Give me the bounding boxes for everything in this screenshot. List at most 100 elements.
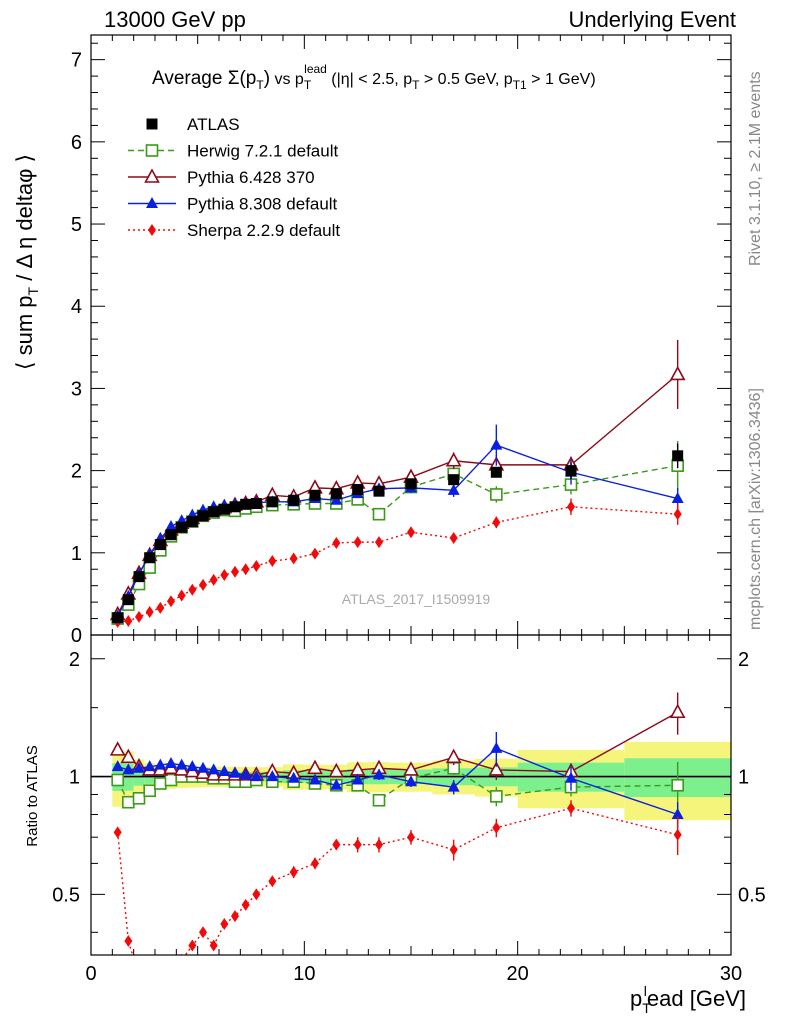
header-analysis-label: Underlying Event <box>568 7 736 32</box>
x-tick-label: 20 <box>507 963 529 985</box>
ratio-point <box>109 741 126 756</box>
legend-entry-pythia-8-308-default: Pythia 8.308 default <box>128 195 338 214</box>
data-point <box>330 493 343 505</box>
y-tick-label: 1 <box>71 543 82 565</box>
ratio-point <box>289 866 298 879</box>
series-atlas <box>112 443 684 624</box>
legend-marker <box>144 168 160 183</box>
data-point <box>673 508 682 521</box>
plot-title: Average Σ(pT) vs pTlead (|η| < 2.5, pT >… <box>152 62 596 92</box>
data-point <box>448 474 460 486</box>
legend-entry-pythia-6-428-370: Pythia 6.428 370 <box>128 168 315 187</box>
ratio-point <box>186 760 199 772</box>
ratio-point <box>488 761 505 776</box>
x-tick-label: 30 <box>720 963 742 985</box>
ratio-point <box>156 975 164 987</box>
ratio-point <box>122 795 135 809</box>
ratio-series-pythia-8-308-default <box>111 731 684 828</box>
ratio-point <box>113 826 122 839</box>
data-point <box>492 516 501 529</box>
y-tick-label: 7 <box>71 50 82 72</box>
data-point <box>208 506 220 518</box>
main-panel-series <box>109 339 686 628</box>
ratio-point <box>405 775 417 787</box>
legend-label: Pythia 6.428 370 <box>187 168 315 187</box>
ratio-y-tick-label: 2 <box>69 649 80 671</box>
legend-entry-sherpa-2-2-9-default: Sherpa 2.2.9 default <box>128 221 340 240</box>
data-point <box>353 536 362 549</box>
legend-label: Herwig 7.2.1 default <box>187 142 338 161</box>
ratio-point <box>197 761 209 773</box>
y-tick-label: 5 <box>71 214 82 236</box>
y-tick-label: 6 <box>71 132 82 154</box>
ratio-point <box>332 838 341 851</box>
ratio-point <box>490 790 503 803</box>
ratio-point <box>231 910 239 923</box>
data-point <box>250 497 262 509</box>
ratio-series-sherpa-2-2-9-default <box>113 800 682 987</box>
data-point <box>330 488 342 500</box>
data-point <box>672 450 684 462</box>
data-point <box>490 488 503 501</box>
data-point <box>447 483 460 495</box>
ratio-y-tick-label-right: 2 <box>738 649 749 671</box>
ratio-point <box>132 791 146 805</box>
ratio-point <box>229 766 241 778</box>
ratio-panel-series <box>91 692 731 987</box>
ratio-point <box>188 939 197 952</box>
ratio-point <box>154 777 167 790</box>
x-tick-label: 0 <box>85 963 96 985</box>
ratio-point <box>266 770 279 782</box>
data-point <box>352 484 364 496</box>
ratio-point <box>330 778 343 790</box>
legend-label: Pythia 8.308 default <box>187 195 338 214</box>
ratio-point <box>671 807 684 819</box>
data-point <box>567 500 575 513</box>
data-point <box>144 552 156 564</box>
ratio-point <box>328 762 345 778</box>
ratio-point <box>143 760 156 772</box>
ratio-point <box>449 843 458 856</box>
y-tick-label: 0 <box>71 625 82 647</box>
data-point <box>165 529 177 541</box>
plot-title-text: Average Σ(pT) vs pTlead (|η| < 2.5, pT >… <box>152 62 596 92</box>
ratio-point <box>199 926 207 939</box>
series-sherpa-2-2-9-default <box>113 498 682 628</box>
y-tick-label: 4 <box>71 296 82 318</box>
data-point <box>309 489 321 501</box>
data-point <box>186 516 198 528</box>
data-point <box>112 612 124 624</box>
data-point <box>124 615 133 628</box>
header-energy-label: 13000 GeV pp <box>104 7 246 32</box>
legend-entry-atlas: ATLAS <box>146 115 240 134</box>
data-point <box>372 507 386 521</box>
ratio-point <box>403 761 419 776</box>
ratio-point <box>447 780 460 792</box>
ratio-point <box>133 761 145 773</box>
data-point <box>407 526 415 539</box>
data-point <box>669 365 686 381</box>
data-point <box>490 466 502 478</box>
ratio-point <box>309 773 321 785</box>
data-point <box>445 452 462 467</box>
ratio-point <box>673 828 682 841</box>
data-point <box>375 536 383 549</box>
data-point <box>288 494 300 506</box>
data-point <box>240 498 252 510</box>
y-axis-label: ⟨ sum pT / Δ η deltaφ ⟩ <box>12 154 41 370</box>
ratio-point <box>250 770 263 782</box>
data-point <box>289 552 298 565</box>
axis-ticks: 0 10 20 30 0 1 2 3 4 5 6 7 0.5 0.5 1 1 2 2 <box>52 35 766 985</box>
ratio-y-tick-label: 0.5 <box>52 884 80 906</box>
ratio-point <box>490 741 503 753</box>
data-point <box>135 610 143 623</box>
ratio-point <box>311 857 319 870</box>
y-tick-label: 3 <box>71 378 82 400</box>
ratio-point <box>207 763 220 775</box>
ratio-point <box>252 888 261 901</box>
legend-marker <box>146 118 158 130</box>
data-point <box>156 601 165 614</box>
data-point <box>199 578 207 591</box>
data-point <box>332 536 341 549</box>
